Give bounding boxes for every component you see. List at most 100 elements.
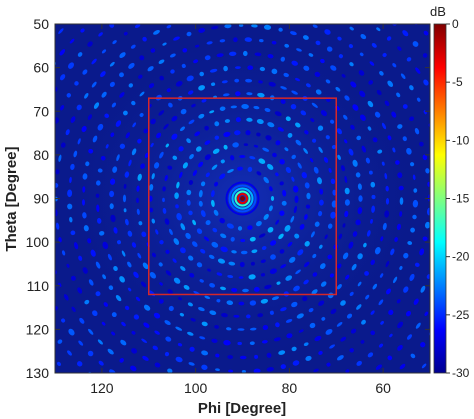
sidelobe-point — [269, 310, 274, 315]
sidelobe-point — [340, 165, 346, 172]
sidelobe-point — [123, 208, 127, 213]
sidelobe-point — [409, 273, 415, 281]
sidelobe-point — [388, 309, 394, 316]
sidelobe-point — [209, 283, 216, 288]
sidelobe-point — [143, 304, 151, 311]
sidelobe-point — [81, 125, 87, 133]
sidelobe-point — [352, 104, 359, 111]
sidelobe-point — [87, 114, 92, 120]
sidelobe-point — [249, 327, 257, 331]
sidelobe-point — [335, 87, 341, 92]
sidelobe-point — [256, 132, 261, 137]
sidelobe-point — [296, 313, 304, 319]
sidelobe-point — [171, 115, 178, 122]
sidelobe-point — [283, 72, 289, 78]
sidelobe-point — [69, 216, 73, 223]
sidelobe-point — [142, 373, 148, 379]
sidelobe-point — [414, 128, 420, 135]
sidelobe-point — [101, 321, 106, 326]
sidelobe-point — [356, 135, 362, 141]
sidelobe-point — [303, 279, 309, 285]
sidelobe-point — [391, 111, 397, 118]
colorbar — [433, 23, 447, 374]
sidelobe-point — [398, 185, 404, 191]
sidelobe-point — [399, 265, 403, 271]
sidelobe-point — [82, 186, 86, 193]
colorbar-tick-label: -10 — [452, 133, 470, 147]
y-tick-label: 120 — [26, 321, 50, 337]
sidelobe-point — [199, 336, 206, 340]
sidelobe-point — [397, 124, 403, 129]
sidelobe-point — [211, 190, 215, 198]
x-axis-label: Phi [Degree] — [198, 400, 286, 417]
sidelobe-point — [58, 154, 62, 162]
sidelobe-point — [268, 205, 273, 212]
sidelobe-point — [193, 59, 199, 64]
sidelobe-point — [291, 176, 295, 182]
sidelobe-point — [65, 129, 70, 136]
sidelobe-point — [125, 218, 129, 226]
sidelobe-point — [137, 252, 142, 259]
sidelobe-point — [269, 186, 273, 192]
sidelobe-point — [238, 24, 244, 27]
sidelobe-point — [420, 285, 426, 293]
sidelobe-point — [355, 219, 361, 226]
sidelobe-point — [253, 105, 260, 110]
sidelobe-point — [279, 249, 285, 254]
sidelobe-point — [182, 162, 188, 169]
sidelobe-point — [199, 71, 204, 77]
sidelobe-point — [92, 310, 98, 317]
x-tick-label: 60 — [375, 380, 391, 396]
sidelobe-point — [410, 373, 417, 380]
sidelobe-point — [285, 167, 292, 173]
sidelobe-point — [81, 199, 86, 206]
sidelobe-point — [303, 65, 310, 71]
sidelobe-point — [288, 256, 296, 263]
sidelobe-point — [67, 350, 72, 356]
sidelobe-point — [67, 203, 73, 210]
sidelobe-point — [98, 32, 103, 37]
sidelobe-point — [199, 279, 204, 283]
sidelobe-point — [214, 135, 220, 140]
sidelobe-point — [128, 62, 135, 69]
sidelobe-point — [148, 83, 155, 89]
sidelobe-point — [239, 155, 246, 158]
sidelobe-point — [221, 312, 228, 318]
sidelobe-point — [331, 144, 337, 150]
sidelobe-point — [337, 355, 344, 361]
sidelobe-point — [115, 120, 122, 127]
sidelobe-point — [367, 126, 372, 131]
sidelobe-point — [249, 236, 256, 242]
sidelobe-point — [60, 105, 65, 111]
sidelobe-point — [350, 81, 357, 88]
sidelobe-point — [173, 36, 180, 41]
sidelobe-point — [330, 308, 337, 315]
sidelobe-point — [206, 41, 213, 45]
sidelobe-point — [328, 167, 332, 173]
sidelobe-point — [330, 65, 337, 71]
sidelobe-point — [425, 168, 430, 174]
sidelobe-point — [259, 38, 264, 43]
sidelobe-point — [346, 313, 353, 319]
sidelobe-point — [140, 281, 147, 288]
colorbar-tick-label: -25 — [452, 308, 470, 322]
sidelobe-point — [344, 210, 349, 218]
sidelobe-point — [165, 270, 172, 276]
sidelobe-point — [67, 62, 75, 69]
sidelobe-point — [79, 317, 85, 324]
sidelobe-point — [270, 196, 275, 201]
sidelobe-point — [217, 258, 226, 264]
sidelobe-point — [209, 310, 217, 316]
sidelobe-point — [232, 142, 239, 148]
sidelobe-point — [342, 252, 349, 260]
sidelobe-point — [260, 298, 269, 304]
sidelobe-point — [248, 274, 256, 280]
sidelobe-point — [304, 182, 310, 189]
sidelobe-point — [215, 353, 220, 358]
sidelobe-point — [247, 65, 254, 71]
sidelobe-point — [171, 133, 178, 140]
sidelobe-point — [280, 364, 286, 370]
sidelobe-point — [413, 298, 419, 305]
sidelobe-point — [359, 90, 366, 98]
colorbar-tick-label: -20 — [452, 250, 470, 264]
